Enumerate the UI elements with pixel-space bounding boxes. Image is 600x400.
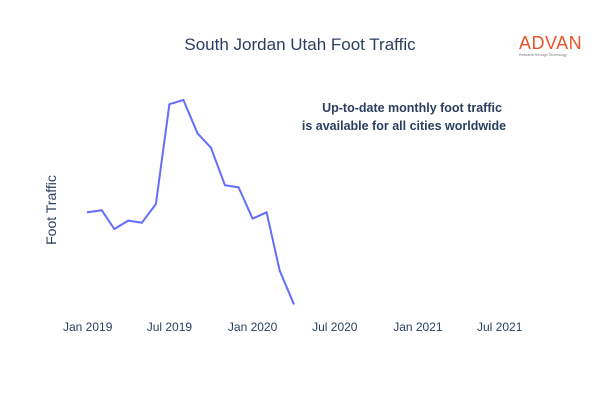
- data-point: [224, 184, 226, 187]
- plot-area: [86, 99, 295, 305]
- brand-logo: ADVAN Research through Technology: [519, 33, 582, 57]
- x-tick-label: Jul 2020: [312, 320, 358, 334]
- x-tick-label: Jan 2019: [63, 320, 113, 334]
- x-axis-ticks: Jan 2019 Jul 2019 Jan 2020 Jul 2020 Jan 2021…: [63, 320, 523, 334]
- data-point: [100, 209, 103, 212]
- data-point: [154, 203, 157, 205]
- data-point: [196, 132, 199, 135]
- data-point: [237, 186, 240, 189]
- data-point: [140, 221, 143, 224]
- brand-logo-text: ADVAN: [519, 33, 582, 53]
- annotation-line-1: Up-to-date monthly foot traffic: [322, 101, 502, 115]
- y-axis-title: Foot Traffic: [43, 175, 59, 245]
- x-tick-label: Jul 2019: [147, 320, 193, 334]
- data-point: [210, 146, 212, 149]
- x-tick-label: Jan 2020: [228, 320, 278, 334]
- data-point: [251, 217, 254, 220]
- data-point: [265, 211, 268, 214]
- data-point: [182, 99, 185, 101]
- data-point: [113, 228, 116, 230]
- data-point: [127, 219, 130, 222]
- brand-logo-tagline: Research through Technology: [519, 53, 567, 57]
- data-point: [292, 302, 295, 305]
- data-point: [86, 211, 89, 214]
- x-tick-label: Jul 2021: [477, 320, 523, 334]
- series-line: [87, 99, 295, 305]
- annotation-line-2: is available for all cities worldwide: [302, 119, 506, 133]
- data-point: [168, 103, 171, 106]
- data-point: [278, 269, 281, 272]
- chart-title: South Jordan Utah Foot Traffic: [184, 35, 416, 54]
- x-tick-label: Jan 2021: [393, 320, 443, 334]
